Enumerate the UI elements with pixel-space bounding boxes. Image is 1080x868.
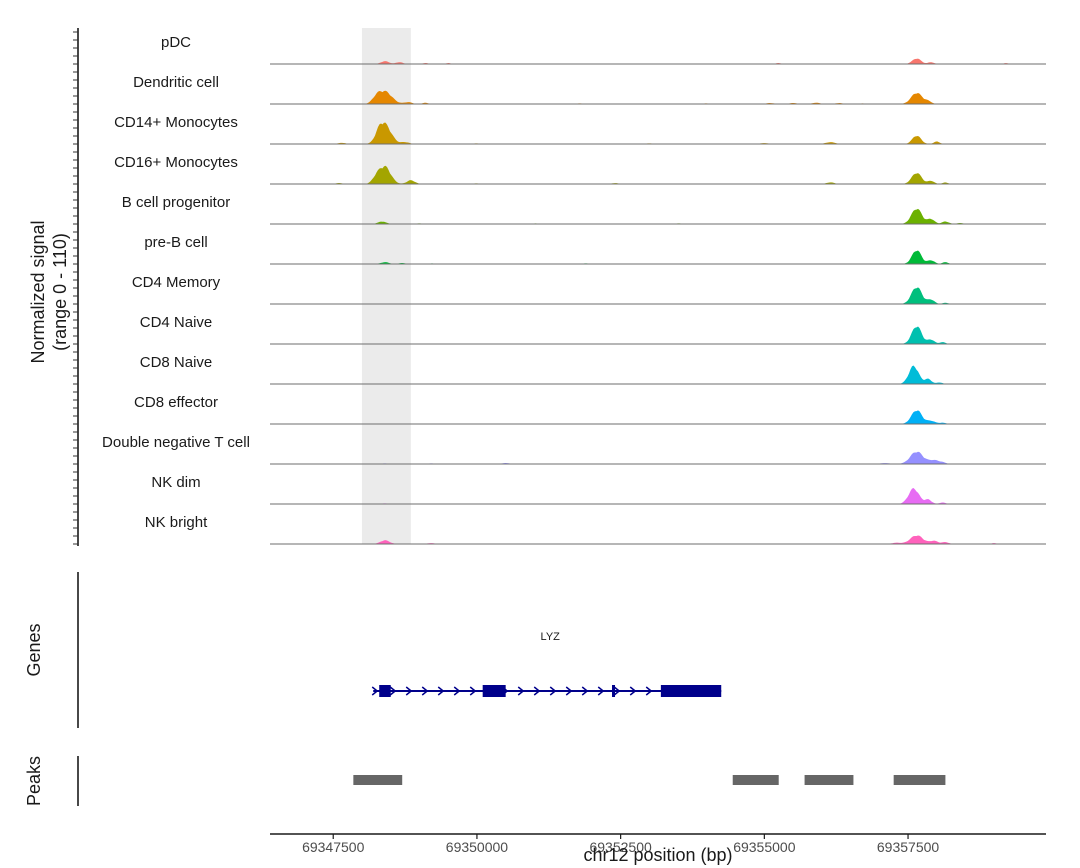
peak-region <box>893 775 946 785</box>
x-tick-label: 69347500 <box>302 839 365 855</box>
genes-panel-title: Genes <box>24 623 44 676</box>
x-axis-title: chr12 position (bp) <box>583 845 732 865</box>
strand-arrow <box>421 686 429 696</box>
x-tick-label: 69352500 <box>589 839 652 855</box>
signal-area <box>270 165 1046 184</box>
track-nk-bright: NK bright <box>145 514 1046 545</box>
highlight-layer <box>361 28 411 544</box>
peak-region <box>732 775 779 785</box>
strand-arrow <box>581 686 589 696</box>
track-label: CD16+ Monocytes <box>114 154 238 171</box>
strand-arrow <box>597 686 605 696</box>
track-label: Double negative T cell <box>102 434 250 451</box>
signal-tracks: pDC Dendritic cell CD14+ Monocytes CD16+ Mo… <box>102 34 1046 545</box>
strand-arrow <box>469 686 477 696</box>
strand-arrow <box>629 686 637 696</box>
track-nk-dim: NK dim <box>151 474 1046 505</box>
x-tick-label: 69357500 <box>877 839 940 855</box>
track-cd16-monocytes: CD16+ Monocytes <box>114 154 1046 185</box>
strand-arrow <box>453 686 461 696</box>
strand-arrow <box>565 686 573 696</box>
peak-region <box>353 775 403 785</box>
track-label: CD8 Naive <box>140 354 213 371</box>
exon <box>379 685 391 697</box>
y-axis <box>73 28 79 546</box>
gene-model: LYZ <box>371 631 722 697</box>
track-label: CD4 Naive <box>140 314 213 331</box>
signal-area <box>270 90 1046 104</box>
track-label: CD14+ Monocytes <box>114 114 238 131</box>
signal-area <box>270 122 1046 144</box>
track-label: CD8 effector <box>134 394 218 411</box>
strand-arrow <box>405 686 413 696</box>
peaks-panel-title: Peaks <box>24 756 44 806</box>
strand-arrow <box>389 686 397 696</box>
track-label: NK bright <box>145 514 208 531</box>
strand-arrow <box>533 686 541 696</box>
track-cd4-memory: CD4 Memory <box>132 274 1046 305</box>
exon <box>482 685 506 697</box>
track-label: CD4 Memory <box>132 274 221 291</box>
strand-arrow <box>517 686 525 696</box>
track-label: pre-B cell <box>144 234 207 251</box>
track-pre-b-cell: pre-B cell <box>144 234 1046 265</box>
exon <box>660 685 722 697</box>
peak-regions <box>353 775 946 785</box>
x-tick-label: 69350000 <box>446 839 509 855</box>
strand-arrow <box>645 686 653 696</box>
exon <box>612 685 616 697</box>
track-b-cell-progenitor: B cell progenitor <box>122 194 1046 225</box>
strand-arrow <box>371 686 379 696</box>
y-axis-title: Normalized signal <box>28 220 48 363</box>
x-tick-label: 69355000 <box>733 839 796 855</box>
track-cd14-monocytes: CD14+ Monocytes <box>114 114 1046 145</box>
gene-name: LYZ <box>541 631 561 643</box>
strand-arrow <box>437 686 445 696</box>
highlight-region <box>361 28 411 544</box>
y-axis-range: (range 0 - 110) <box>50 233 70 351</box>
track-double-negative-t-cell: Double negative T cell <box>102 434 1046 465</box>
track-cd8-effector: CD8 effector <box>134 394 1046 425</box>
x-axis-ticks: 69347500 69350000 69352500 69355000 69357500 <box>302 834 939 855</box>
track-cd8-naive: CD8 Naive <box>140 354 1046 385</box>
track-label: B cell progenitor <box>122 194 230 211</box>
track-dendritic-cell: Dendritic cell <box>133 74 1046 105</box>
strand-arrow <box>549 686 557 696</box>
strand-arrow <box>613 686 621 696</box>
track-cd4-naive: CD4 Naive <box>140 314 1046 345</box>
track-label: NK dim <box>151 474 200 491</box>
track-pdc: pDC <box>161 34 1046 65</box>
track-label: pDC <box>161 34 191 51</box>
track-label: Dendritic cell <box>133 74 219 91</box>
peak-region <box>804 775 854 785</box>
